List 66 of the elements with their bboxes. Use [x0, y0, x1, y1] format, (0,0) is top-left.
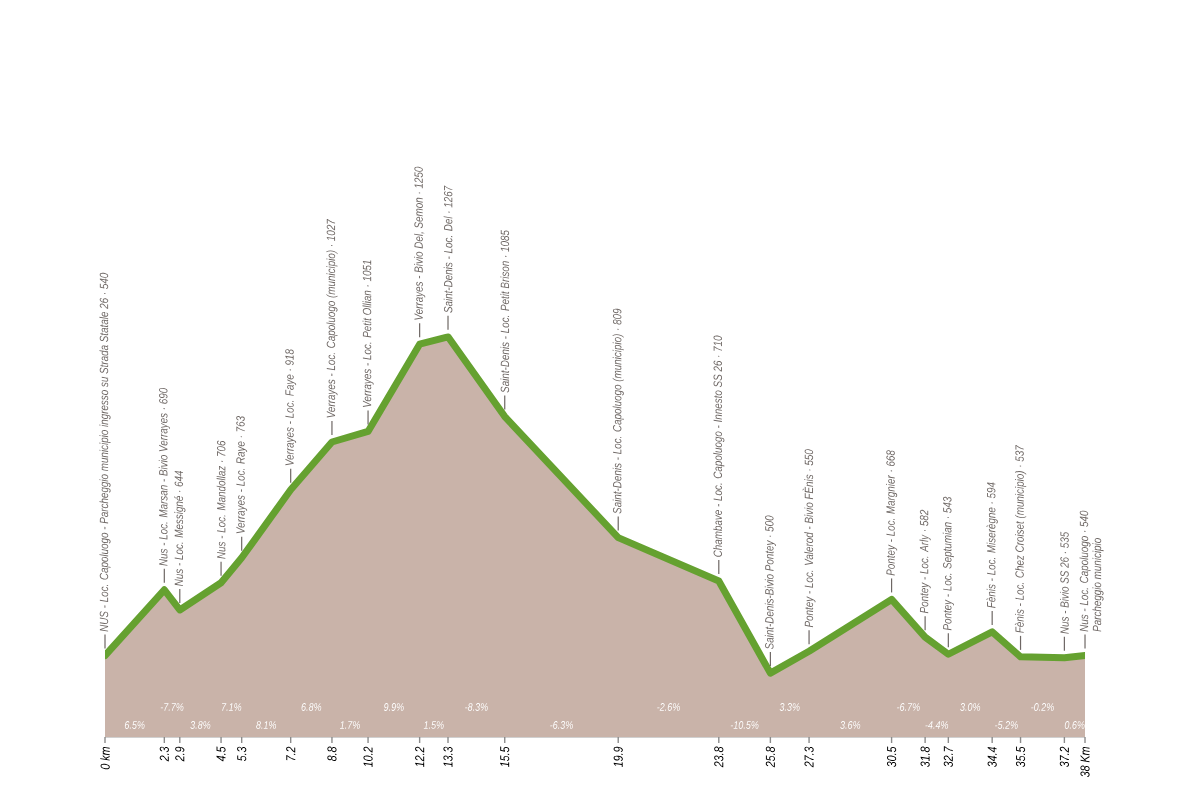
x-tick-label: 27.3 [804, 746, 814, 768]
data-label: Saint-Denis - Loc. Capoluogo (municipio) · 809 [612, 308, 624, 514]
x-tick-label: 23.8 [714, 746, 724, 768]
data-label: Saint-Denis - Loc. Petit Brison · 1085 [500, 230, 510, 393]
x-tick-label: 19.9 [613, 746, 623, 767]
annotation: 6.5% [124, 721, 145, 729]
annotation: -0.2% [1031, 703, 1054, 711]
annotation: 6.8% [301, 703, 322, 711]
data-label: Nus - Loc. Marsan - Bivio Verrayes · 690 [158, 387, 170, 566]
annotation: 3.8% [190, 721, 211, 729]
x-tick-label: 12.2 [415, 746, 425, 767]
x-tick-label: 30.5 [886, 746, 897, 768]
annotation: -4.4% [925, 721, 949, 729]
data-label: Verrayes - Loc. Capoluogo (municipio) · 1027 [326, 218, 338, 418]
data-label: Nus - Loc. Capoluogo · 540 [1079, 510, 1091, 632]
data-label: NUS - Loc. Capoluogo - Parcheggio municipio ingresso su Strada Statale 26 · 540 [99, 272, 111, 632]
data-label: Nus - Bivio SS 26 · 535 [1059, 531, 1069, 634]
annotation: 3.6% [840, 721, 861, 729]
x-tick-label: 32.7 [943, 746, 953, 768]
data-label: Nus - Loc. Mandollaz · 706 [216, 440, 226, 559]
x-tick-label: 7.2 [286, 746, 296, 761]
data-label: Chambave - Loc. Capoluogo - Innesto SS 26 · 710 [713, 335, 725, 557]
annotation: 7.1% [222, 703, 242, 711]
x-tick-label: 15.5 [500, 746, 510, 767]
annotation: 8.1% [256, 721, 277, 729]
annotation: -6.7% [897, 703, 920, 711]
annotation: -5.2% [995, 721, 1018, 729]
annotation: 3.0% [960, 703, 981, 711]
x-tick-label: 10.2 [363, 746, 373, 767]
x-tick-label: 38 Km [1080, 747, 1090, 778]
x-tick-label: 34.4 [987, 746, 997, 768]
x-tick-label: 0 km [100, 747, 110, 770]
annotation: -2.6% [657, 703, 680, 711]
x-tick-label: 2.9 [175, 746, 185, 762]
data-label: Fènis - Loc. Chez Croiset (municipio) · 537 [1014, 444, 1027, 633]
annotation: -10.5% [730, 721, 759, 729]
annotation: -8.3% [465, 703, 488, 711]
x-tick-label: 4.5 [216, 746, 226, 762]
annotation: -6.3% [550, 721, 573, 729]
data-label: Verrayes - Loc. Faye · 918 [285, 349, 297, 466]
data-label: Pontey - Loc. Septumian · 543 [942, 496, 954, 631]
x-tick-label: 13.3 [443, 746, 453, 767]
data-label: Fènis - Loc. Miserègne · 594 [986, 482, 998, 608]
x-tick-label: 25.8 [765, 746, 775, 768]
x-tick-label: 35.5 [1015, 746, 1026, 768]
x-tick-label: 31.8 [920, 746, 930, 768]
annotation: Parcheggio municipio [1092, 538, 1104, 632]
data-label: Pontey - Loc. Valerod - Bivio FÈnis · 550 [802, 449, 816, 628]
data-label: Verrayes - Bivio Del, Semon · 1250 [414, 166, 426, 320]
data-label: Nus - Loc. Messigné · 644 [174, 470, 186, 586]
data-label: Pontey - Loc. Arly · 582 [919, 509, 931, 614]
x-tick-label: 2.3 [159, 746, 169, 762]
x-tick-label: 5.3 [237, 746, 247, 762]
annotation: 0.6% [1064, 721, 1085, 729]
annotation: 9.9% [383, 703, 404, 711]
annotation: -7.7% [160, 703, 184, 711]
annotation: 3.3% [779, 703, 800, 711]
data-label: Saint-Denis-Bivio Pontey · 500 [764, 515, 776, 650]
x-tick-label: 37.2 [1059, 746, 1069, 768]
data-label: Verrayes - Loc. Petit Ollian · 1051 [362, 260, 374, 407]
data-label: Verrayes - Loc. Raye · 763 [236, 416, 248, 534]
annotation: 1.5% [423, 721, 444, 729]
data-label: Saint-Denis - Loc. Del · 1267 [443, 185, 453, 313]
annotation: 1.7% [339, 721, 360, 729]
x-tick-label: 8.8 [327, 746, 337, 762]
data-label: Pontey - Loc. Margnier · 668 [886, 450, 898, 576]
